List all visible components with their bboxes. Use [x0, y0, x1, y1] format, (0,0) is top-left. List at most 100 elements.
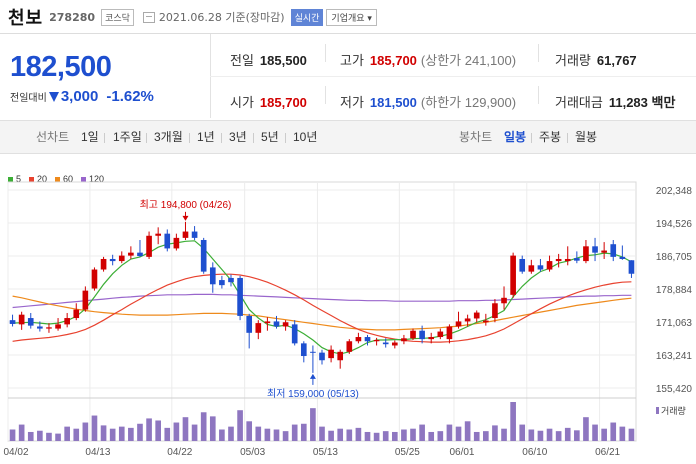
period-1d[interactable]: 1일	[81, 130, 99, 144]
stat-volume: 거래량 61,767	[555, 50, 637, 69]
volume-bar	[255, 426, 262, 441]
stat-upper-limit: (상한가 241,100)	[420, 53, 517, 68]
period-3m[interactable]: 3개월	[154, 130, 183, 144]
x-tick-label: 04/02	[3, 447, 28, 458]
legend-swatch	[29, 176, 35, 182]
company-overview-button[interactable]: 기업개요 ▾	[326, 8, 377, 26]
candle-body	[200, 239, 207, 272]
candle-body	[310, 351, 316, 353]
legend-label: 60	[63, 174, 74, 184]
candle-body	[73, 309, 80, 319]
base-date: 2021.06.28 기준(장마감)	[158, 11, 285, 24]
volume-bar	[273, 429, 280, 441]
legend-label: 5	[16, 174, 22, 184]
x-tick-label: 04/13	[85, 447, 110, 458]
stat-label: 전일	[230, 53, 254, 68]
price-change: 전일대비 3,000 -1.62%	[10, 88, 210, 105]
candle-body	[337, 351, 344, 361]
candle-monthly[interactable]: 월봉	[575, 130, 598, 144]
stat-divider	[325, 86, 326, 104]
period-divider	[567, 133, 568, 143]
stat-label: 거래대금	[555, 95, 603, 110]
period-1w[interactable]: 1주일	[113, 130, 142, 144]
candle-body	[91, 269, 98, 289]
y-tick-label: 202,348	[656, 186, 693, 197]
volume-bar	[209, 416, 216, 441]
candle-body	[18, 314, 25, 325]
volume-bar	[501, 428, 507, 441]
candle-body	[182, 231, 189, 238]
candle-weekly[interactable]: 주봉	[539, 130, 562, 144]
volume-bar	[592, 424, 598, 441]
period-divider	[221, 133, 222, 143]
period-10y[interactable]: 10년	[293, 130, 318, 144]
volume-bar	[546, 428, 553, 441]
volume-bar	[355, 427, 362, 441]
candle-body	[64, 318, 70, 325]
volume-bar	[601, 428, 607, 441]
ma5-line	[12, 240, 632, 355]
period-5y[interactable]: 5년	[261, 130, 279, 144]
current-price: 182,500	[10, 51, 112, 83]
candle-body	[219, 280, 225, 286]
candle-body	[464, 318, 471, 322]
candle-body	[574, 258, 580, 261]
candle-body	[155, 233, 161, 236]
volume-bar	[337, 428, 344, 441]
low-arrow-head	[309, 373, 316, 379]
volume-bar	[346, 429, 353, 441]
candle-body	[255, 323, 262, 333]
candle-chart-tab[interactable]: 봉차트	[459, 130, 493, 144]
volume-bar	[146, 418, 152, 441]
x-tick-label: 06/01	[449, 447, 474, 458]
volume-bar	[455, 426, 462, 441]
stat-divider	[538, 86, 539, 104]
volume-bar	[574, 430, 580, 441]
volume-bar	[219, 429, 225, 441]
stat-value: 185,500	[259, 53, 307, 68]
line-chart-tab[interactable]: 선차트	[36, 130, 70, 144]
volume-bar	[46, 432, 52, 441]
legend-ma5[interactable]: 5	[8, 174, 21, 184]
legend-ma20[interactable]: 20	[29, 174, 47, 184]
volume-bar	[473, 431, 480, 441]
volume-bar	[118, 426, 125, 441]
candle-body	[328, 349, 334, 359]
volume-bar	[91, 415, 98, 441]
volume-bar	[382, 431, 389, 441]
volume-bar	[510, 402, 516, 441]
volume-bar	[300, 423, 307, 441]
low-annotation: 최저 159,000 (05/13)	[267, 388, 359, 400]
legend-ma60[interactable]: 60	[55, 174, 73, 184]
candle-body	[128, 252, 134, 256]
volume-bar	[264, 428, 271, 441]
candle-body	[364, 337, 371, 342]
candle-body	[555, 258, 562, 262]
legend-ma120[interactable]: 120	[81, 174, 104, 184]
candle-daily[interactable]: 일봉	[504, 130, 527, 144]
candle-body	[601, 250, 607, 253]
period-3y[interactable]: 3년	[229, 130, 247, 144]
candle-body	[137, 252, 143, 257]
y-tick-label: 163,241	[656, 351, 693, 362]
volume-bar	[164, 427, 171, 441]
volume-bar	[155, 420, 161, 441]
candle-body	[537, 265, 544, 270]
candle-body	[492, 303, 498, 319]
candle-body	[46, 327, 52, 329]
price-chart[interactable]: 202,348 194,526 186,705 178,884 171,063 163,2…	[0, 166, 696, 464]
candle-body	[164, 233, 171, 249]
volume-bar	[364, 431, 371, 441]
header-divider	[0, 33, 696, 34]
candle-body	[592, 246, 598, 253]
legend-label: 20	[37, 174, 48, 184]
period-divider	[253, 133, 254, 143]
stat-low: 저가 181,500 (하한가 129,900)	[340, 92, 516, 111]
stat-label: 시가	[230, 95, 254, 110]
candle-body	[109, 258, 116, 262]
candle-body	[82, 290, 89, 310]
period-1y[interactable]: 1년	[197, 130, 215, 144]
period-divider	[104, 133, 105, 143]
volume-bar	[328, 430, 334, 441]
realtime-button[interactable]: 실시간	[290, 8, 324, 26]
